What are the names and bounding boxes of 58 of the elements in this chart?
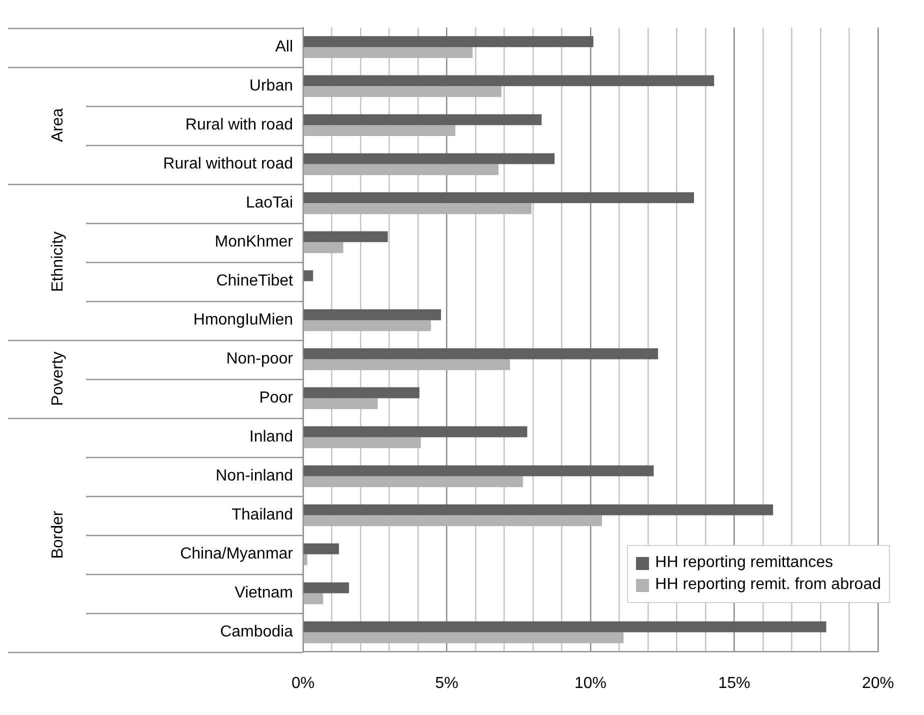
bar: [304, 36, 594, 48]
y-tick-label: ChineTibet: [216, 272, 294, 290]
y-tick-label: Poor: [259, 390, 294, 407]
bar: [304, 621, 826, 632]
bar: [304, 387, 420, 398]
bar: [304, 75, 714, 86]
bar: [304, 582, 349, 594]
bar: [304, 426, 528, 438]
y-tick-label: Non-inland: [216, 468, 293, 485]
bar: [304, 504, 774, 516]
y-tick-label: LaoTai: [246, 194, 293, 212]
bar: [304, 515, 602, 526]
y-tick-label: Cambodia: [220, 624, 294, 641]
y-tick-label: All: [275, 38, 293, 56]
x-tick-label: 10%: [574, 674, 607, 692]
bar: [304, 543, 339, 554]
text: Poverty: [49, 352, 66, 406]
y-tick-label: HmongIuMien: [193, 312, 293, 329]
bar: [304, 632, 624, 644]
y-tick-label: Urban: [249, 78, 293, 95]
bar: [304, 242, 344, 254]
bar: [304, 47, 473, 58]
bar: [304, 465, 654, 476]
bar: [304, 554, 308, 566]
legend-label: HH reporting remit. from abroad: [655, 576, 881, 594]
bar: [304, 348, 658, 360]
text: Area: [49, 108, 66, 142]
text: Ethnicity: [49, 231, 66, 292]
bar: [304, 125, 456, 136]
x-tick-label: 0%: [291, 674, 315, 692]
bar: [304, 192, 694, 204]
y-tick-label: Non-poor: [226, 350, 294, 368]
bar: [304, 231, 388, 242]
bar: [304, 309, 441, 320]
y-tick-label: Inland: [249, 428, 293, 446]
bar: [304, 593, 324, 604]
bar: [304, 437, 421, 448]
x-tick-label: 15%: [718, 674, 750, 692]
y-tick-label: Thailand: [232, 506, 293, 524]
x-tick-label: 5%: [435, 674, 458, 692]
y-tick-label: MonKhmer: [214, 234, 294, 251]
bar: [304, 320, 431, 332]
bar: [304, 86, 502, 98]
legend-label: HH reporting remittances: [655, 554, 833, 572]
bar: [304, 203, 532, 214]
y-tick-label: Rural with road: [185, 116, 293, 134]
bar: [304, 359, 510, 370]
bar: [304, 270, 314, 282]
y-tick-label: Vietnam: [234, 584, 293, 602]
bar: [304, 164, 498, 176]
bar: [304, 114, 542, 126]
y-tick-label: China/Myanmar: [180, 546, 294, 563]
text: Border: [49, 510, 66, 559]
x-tick-label: 20%: [862, 674, 894, 692]
bar: [304, 398, 378, 410]
bar: [304, 476, 523, 488]
y-tick-label: Rural without road: [163, 156, 293, 173]
bar: [304, 153, 555, 164]
